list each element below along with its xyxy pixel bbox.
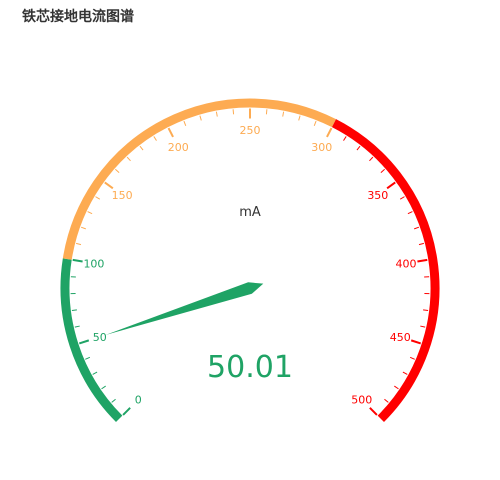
gauge-major-tick	[327, 128, 332, 137]
gauge-minor-tick	[283, 112, 284, 117]
gauge-major-tick	[79, 340, 89, 343]
gauge-unit: mA	[239, 205, 261, 220]
gauge-minor-tick	[384, 399, 388, 402]
gauge-pointer	[105, 282, 263, 335]
gauge-minor-tick	[394, 386, 398, 389]
gauge-minor-tick	[95, 197, 99, 200]
gauge-tick-label: 50	[93, 331, 107, 344]
gauge-tick-label: 450	[390, 331, 411, 344]
gauge-minor-tick	[357, 146, 360, 150]
gauge-minor-tick	[76, 243, 81, 244]
gauge-tick-label: 400	[396, 257, 417, 270]
gauge-minor-tick	[423, 310, 428, 311]
gauge-minor-tick	[381, 169, 385, 172]
gauge-minor-tick	[200, 116, 201, 121]
gauge-major-tick	[105, 182, 113, 188]
gauge-minor-tick	[127, 157, 130, 161]
gauge-minor-tick	[85, 357, 90, 359]
gauge-minor-tick	[112, 399, 116, 402]
gauge-minor-tick	[102, 386, 106, 389]
gauge-minor-tick	[403, 372, 407, 374]
gauge-minor-tick	[93, 372, 97, 374]
gauge-tick-label: 200	[168, 141, 189, 154]
gauge-minor-tick	[75, 326, 80, 327]
gauge-minor-tick	[216, 112, 217, 117]
gauge-major-tick	[123, 408, 130, 415]
gauge-minor-tick	[369, 157, 372, 161]
gauge-tick-label: 250	[240, 124, 261, 137]
gauge-minor-tick	[410, 357, 415, 359]
gauge-tick-label: 300	[311, 141, 332, 154]
gauge-minor-tick	[140, 146, 143, 150]
gauge-minor-tick	[414, 227, 419, 229]
gauge-major-tick	[370, 408, 377, 415]
gauge-major-tick	[411, 340, 421, 343]
gauge-minor-tick	[154, 136, 157, 140]
gauge-band-2	[334, 123, 435, 419]
gauge-major-tick	[73, 260, 83, 262]
gauge-tick-label: 100	[83, 257, 104, 270]
gauge-value: 50.01	[207, 350, 293, 385]
gauge-minor-tick	[420, 326, 425, 327]
gauge-tick-label: 150	[112, 189, 133, 202]
gauge-major-tick	[169, 128, 174, 137]
gauge-major-tick	[417, 260, 427, 262]
gauge-major-tick	[387, 182, 395, 188]
gauge-minor-tick	[184, 121, 186, 126]
gauge-minor-tick	[72, 310, 77, 311]
gauge-tick-label: 500	[351, 394, 372, 407]
gauge-minor-tick	[419, 243, 424, 244]
gauge-minor-tick	[81, 227, 86, 229]
gauge-minor-tick	[344, 136, 347, 140]
gauge-minor-tick	[314, 121, 316, 126]
gauge-tick-label: 350	[367, 189, 388, 202]
gauge-tick-label: 0	[135, 394, 142, 407]
gauge-minor-tick	[408, 212, 413, 214]
gauge-minor-tick	[115, 169, 119, 172]
gauge-minor-tick	[299, 116, 300, 121]
gauge-band-1	[67, 103, 334, 259]
gauge-minor-tick	[88, 212, 93, 214]
gauge-minor-tick	[400, 197, 404, 200]
